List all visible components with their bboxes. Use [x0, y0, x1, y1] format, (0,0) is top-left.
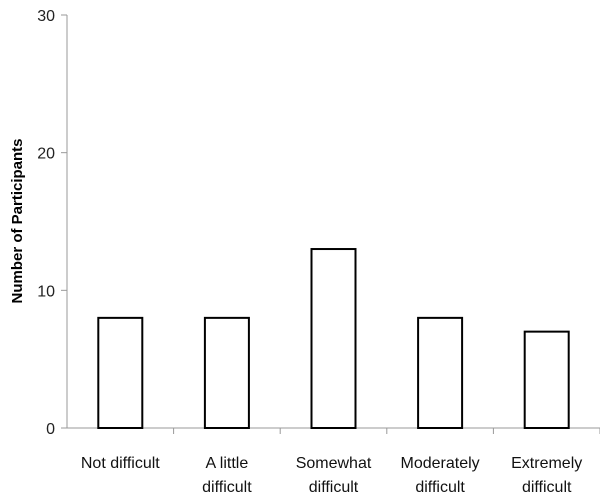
x-category-label: Moderately [401, 455, 480, 472]
bar [417, 316, 464, 429]
x-category-label: difficult [415, 479, 465, 496]
x-category-label: Extremely [511, 455, 582, 472]
x-category-label: difficult [202, 479, 252, 496]
x-tick-labels: Not difficult A little difficult Somewhat di… [81, 455, 582, 496]
bar [203, 316, 250, 429]
x-category-label: difficult [522, 479, 572, 496]
y-tick-label: 0 [46, 421, 55, 438]
y-tick-label: 20 [37, 146, 55, 163]
x-ticks [173, 428, 600, 434]
y-axis-title: Number of Participants [9, 138, 26, 303]
y-ticks: 0 10 20 30 [37, 8, 67, 438]
bar [523, 330, 570, 429]
x-category-label: difficult [309, 479, 359, 496]
y-tick-label: 30 [37, 8, 55, 25]
x-category-label: Somewhat [296, 455, 372, 472]
x-category-label: Not difficult [81, 455, 160, 472]
y-tick-label: 10 [37, 283, 55, 300]
x-category-label: A little [206, 455, 249, 472]
bar [97, 316, 144, 429]
bar [310, 248, 357, 429]
bars [97, 248, 570, 429]
